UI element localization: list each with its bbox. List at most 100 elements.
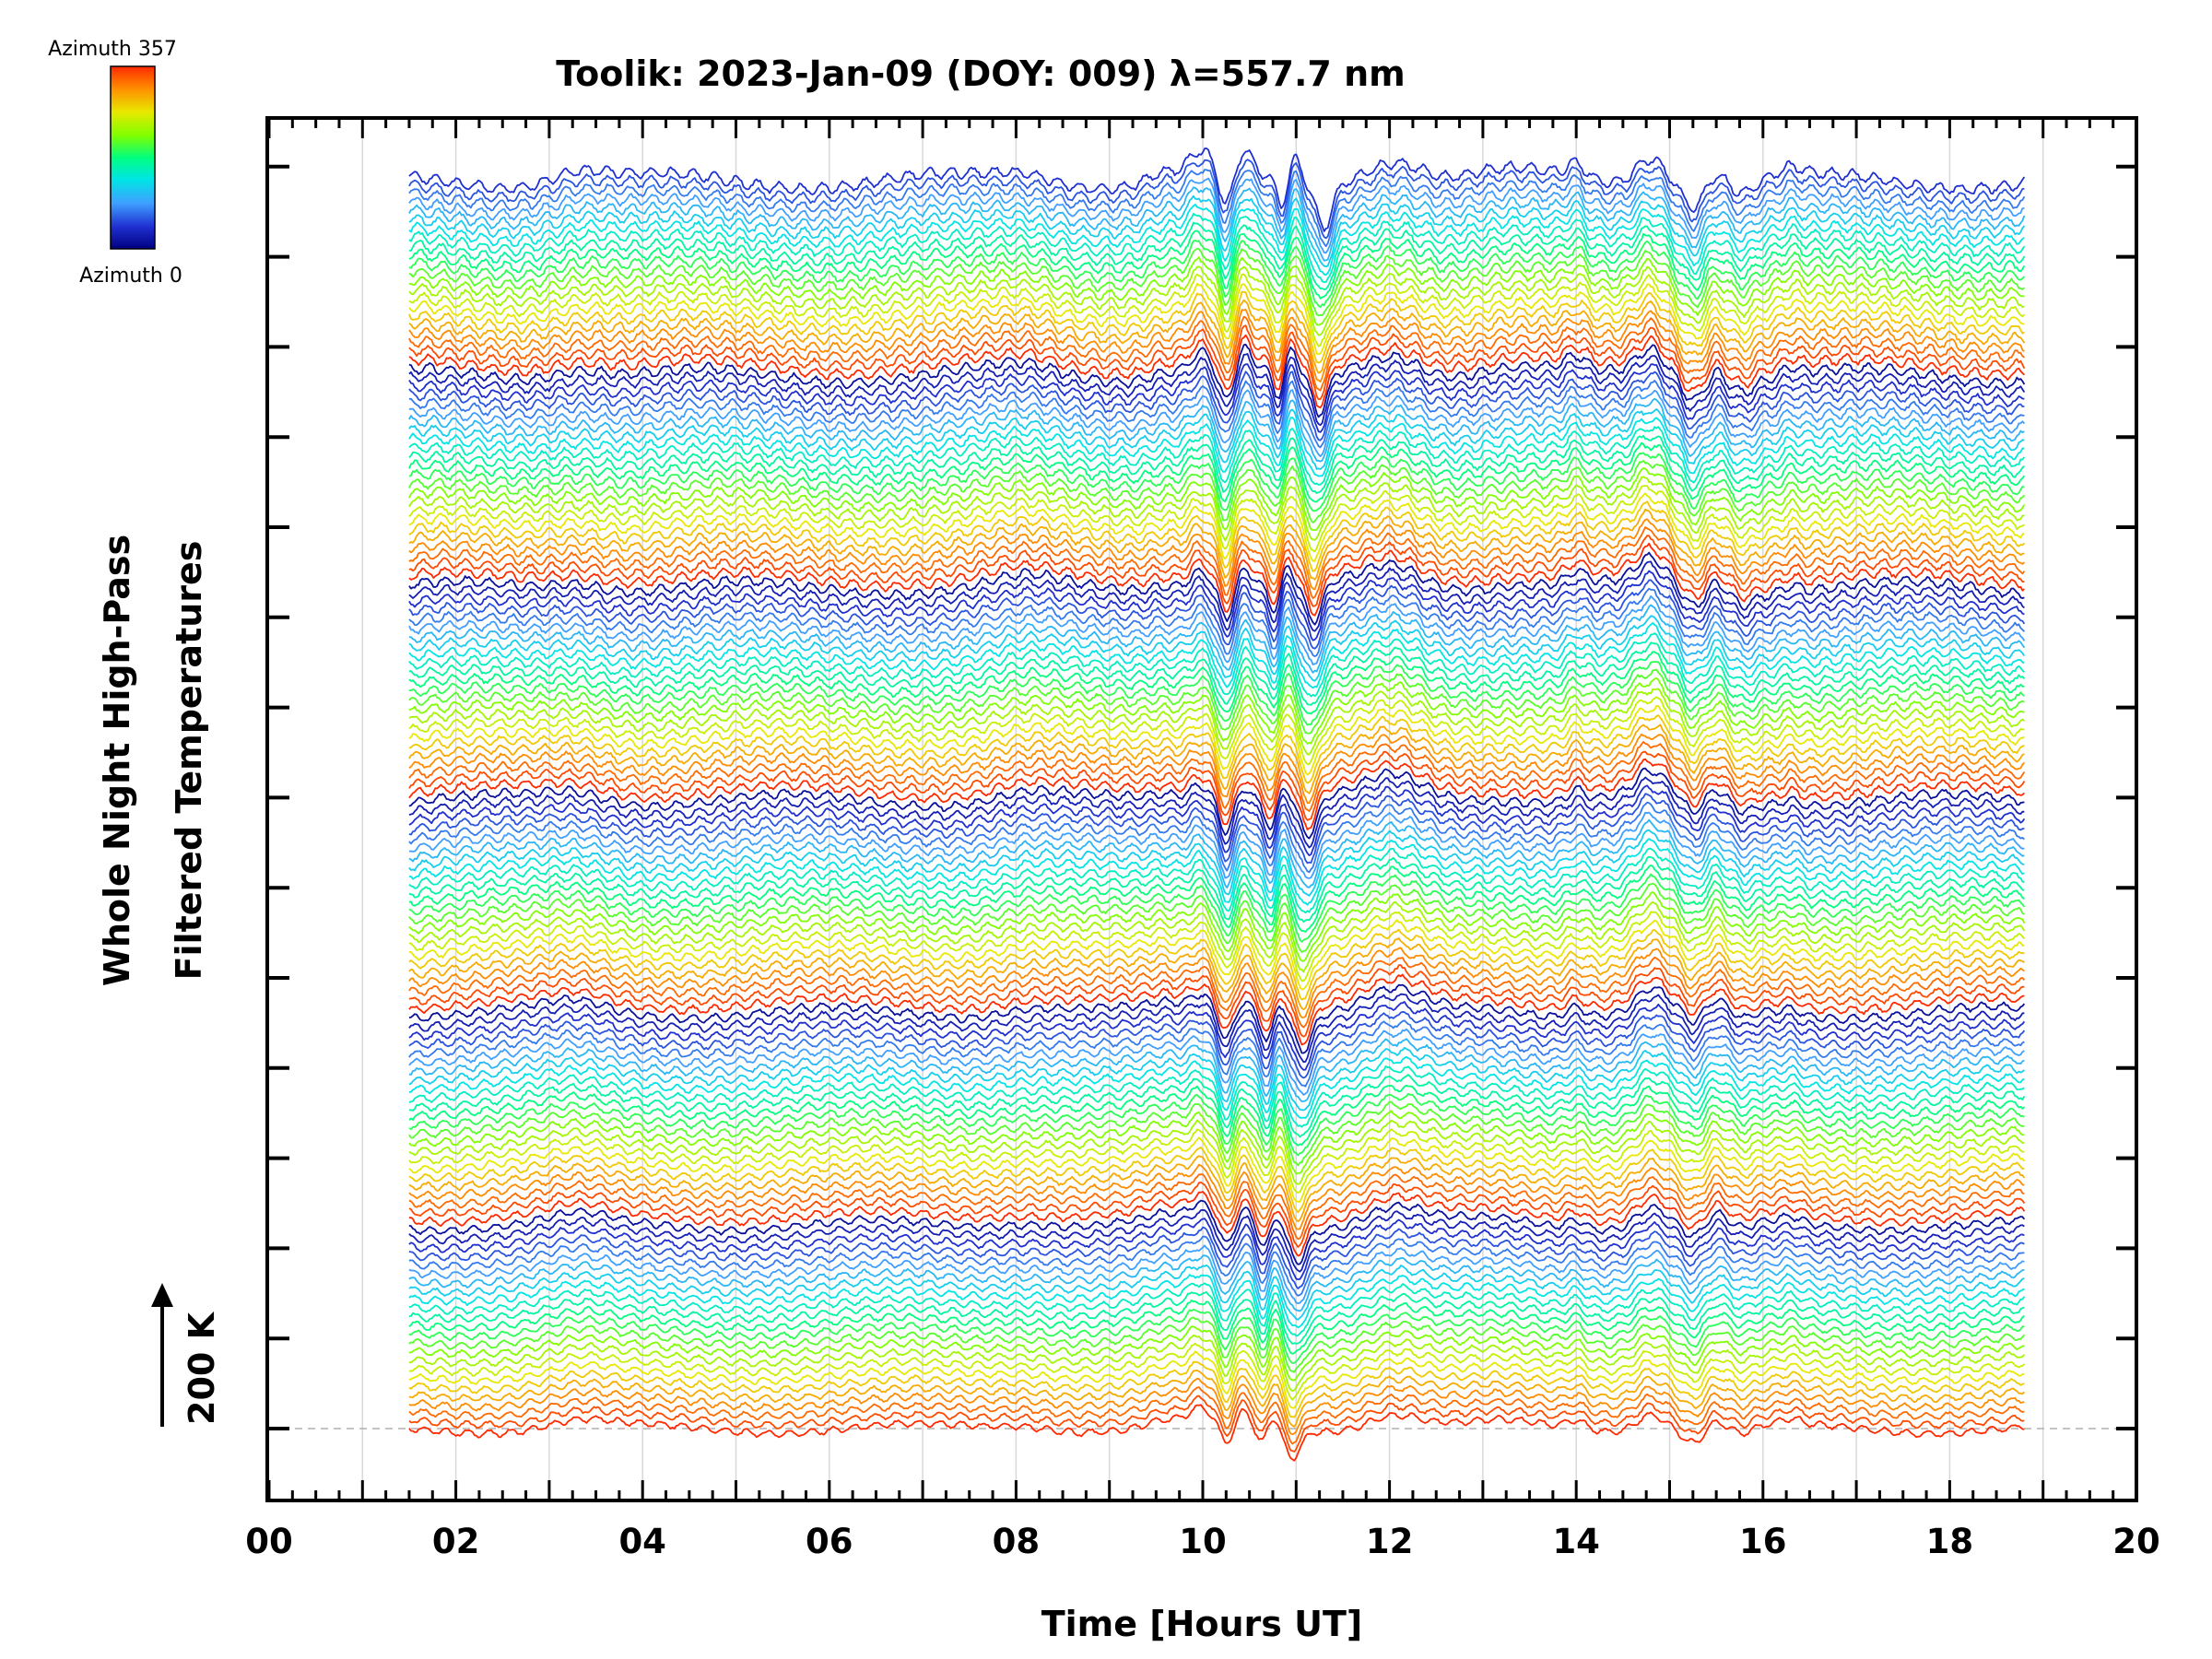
series-line [408,688,2025,756]
chart-title: Toolik: 2023-Jan-09 (DOY: 009) λ=557.7 n… [556,53,1405,94]
colorbar-bottom-label: Azimuth 0 [79,265,182,288]
series-line [408,594,2026,665]
series-line [408,508,2025,581]
series-line [408,1350,2025,1409]
series-line [408,1309,2025,1364]
series-line [408,973,2025,1046]
y-ticks [269,164,2136,1430]
series-line [408,705,2025,776]
series-line [408,847,2025,914]
series-line [408,518,2026,591]
series-line [408,1316,2026,1373]
series-line [408,551,2025,626]
series-line [408,265,2025,336]
x-tick-label: 20 [2112,1522,2160,1561]
series-line [408,651,2025,715]
series-line [408,467,2026,531]
series-line [408,526,2026,599]
series-line [408,570,2025,641]
series-line [408,1128,2025,1194]
series-line [408,1155,2026,1223]
series-line [408,299,2026,374]
series-line [408,661,2025,726]
series-line [408,882,2025,953]
series-line [408,956,2026,1029]
series-line [408,855,2025,923]
x-tick-label: 04 [618,1522,666,1561]
series-line [408,248,2026,317]
series-line [408,587,2026,657]
series-line [408,1209,2025,1273]
series-line [408,811,2025,879]
series-line [408,324,2026,400]
series-line [408,256,2025,326]
series-line [408,733,2026,805]
series-line [408,1065,2025,1128]
series-line [408,724,2025,794]
series-line [408,928,2025,1001]
series-line [408,784,2026,856]
series-line [408,221,2026,290]
series-line [408,741,2026,812]
x-axis-title: Time [Hours UT] [1041,1604,1363,1644]
series-line [408,1100,2025,1167]
series-line [408,535,2025,607]
series-line [408,1254,2025,1312]
series-line [408,159,2025,240]
series-line [408,615,2026,682]
series-line [408,204,2025,276]
series-line [408,1173,2025,1241]
colorbar-gradient [110,65,156,250]
series-line [408,1092,2025,1157]
series-line [408,1342,2026,1401]
series-line [408,290,2025,364]
series-line [408,677,2025,745]
series-line [408,1244,2025,1304]
series-line [408,632,2026,698]
x-tick-label: 02 [432,1522,480,1561]
series-line [408,1377,2025,1436]
series-line [408,408,2025,470]
series-line [408,177,2025,254]
series-line [408,1001,2026,1071]
series-line [408,1360,2025,1418]
series-line [408,1119,2025,1185]
series-line [408,380,2025,449]
series-line [408,758,2026,830]
series-line [408,1226,2025,1289]
series-line [408,1325,2025,1382]
series-line [408,485,2025,553]
series-line [408,1110,2025,1175]
series-line [408,397,2025,463]
series-line [408,1163,2025,1230]
series-line [408,604,2026,674]
series-line [408,1394,2025,1453]
y-axis-title-line2: Filtered Temperatures [169,541,209,981]
series-line [408,1199,2026,1265]
series-line [408,389,2026,457]
series-line [408,993,2025,1064]
x-tick-label: 00 [245,1522,293,1561]
series-line [408,542,2025,617]
series-line [408,1300,2025,1355]
series-line [408,964,2025,1038]
series-line [408,1282,2026,1337]
series-line [408,1019,2025,1088]
series-line [408,1386,2025,1445]
series-line [408,801,2026,874]
series-line [408,1370,2026,1428]
series-line [408,240,2026,308]
series-line [408,579,2026,650]
x-tick-label: 16 [1739,1522,1787,1561]
series-line [408,776,2025,849]
series-line [408,434,2025,494]
series-line [408,353,2026,427]
series-line [408,1136,2026,1203]
series-line [408,500,2026,572]
series-line [408,838,2025,906]
series-line [408,229,2026,300]
series-line [408,873,2026,943]
series-line [408,315,2025,392]
x-tick-label: 08 [993,1522,1041,1561]
